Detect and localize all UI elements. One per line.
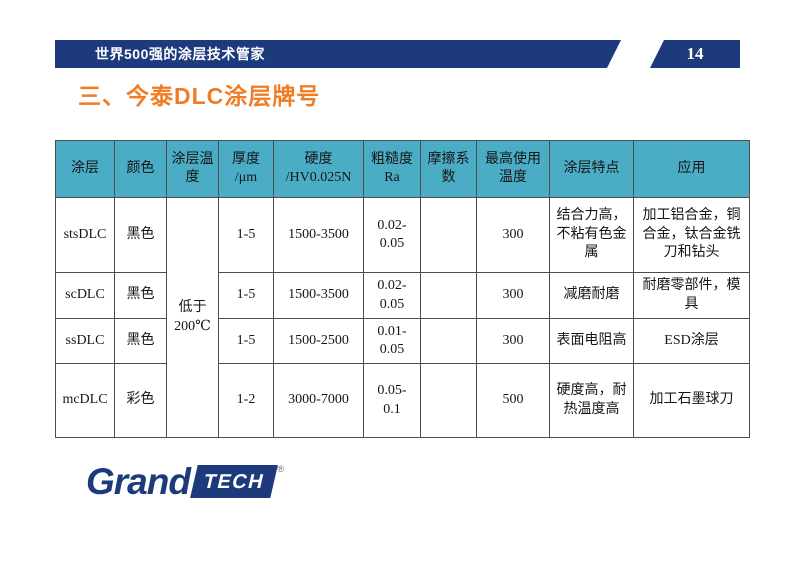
cell-roughness: 0.01- 0.05 bbox=[363, 318, 421, 364]
col-header-coating-temp: 涂层温 度 bbox=[166, 140, 219, 198]
table-row: mcDLC 彩色 1-2 3000-7000 0.05- 0.1 500 硬度高… bbox=[55, 363, 750, 438]
cell-thickness: 1-5 bbox=[218, 318, 274, 364]
cell-application: 耐磨零部件，模 具 bbox=[633, 272, 750, 319]
table-header-row: 涂层 颜色 涂层温 度 厚度 /μm 硬度 /HV0.025N 粗糙度 Ra 摩… bbox=[55, 140, 750, 198]
cell-hardness: 1500-2500 bbox=[273, 318, 364, 364]
cell-friction bbox=[420, 197, 477, 273]
col-header-friction: 摩擦系 数 bbox=[420, 140, 477, 198]
cell-features: 表面电阻高 bbox=[549, 318, 634, 364]
cell-features: 结合力高， 不粘有色金 属 bbox=[549, 197, 634, 273]
header-banner: 世界500强的涂层技术管家 bbox=[55, 40, 621, 68]
logo-tech-text: TECH bbox=[201, 471, 267, 493]
cell-application: 加工铝合金，铜 合金，钛合金铣 刀和钻头 bbox=[633, 197, 750, 273]
cell-friction bbox=[420, 318, 477, 364]
cell-thickness: 1-5 bbox=[218, 272, 274, 319]
logo-tech-box: TECH bbox=[190, 465, 279, 498]
header-banner-text: 世界500强的涂层技术管家 bbox=[95, 46, 265, 62]
coating-table: 涂层 颜色 涂层温 度 厚度 /μm 硬度 /HV0.025N 粗糙度 Ra 摩… bbox=[55, 140, 750, 438]
cell-coating-temp-merged: 低于 200℃ bbox=[166, 197, 219, 438]
col-header-features: 涂层特点 bbox=[549, 140, 634, 198]
cell-coating: stsDLC bbox=[55, 197, 115, 273]
cell-color: 黑色 bbox=[114, 272, 167, 319]
table-row: scDLC 黑色 1-5 1500-3500 0.02- 0.05 300 减磨… bbox=[55, 272, 750, 319]
registered-mark: ® bbox=[277, 464, 285, 474]
cell-coating: scDLC bbox=[55, 272, 115, 319]
cell-coating: mcDLC bbox=[55, 363, 115, 438]
cell-friction bbox=[420, 272, 477, 319]
col-header-roughness: 粗糙度 Ra bbox=[363, 140, 421, 198]
cell-features: 减磨耐磨 bbox=[549, 272, 634, 319]
slide-title: 三、今泰DLC涂层牌号 bbox=[78, 83, 321, 109]
page-number-badge: 14 bbox=[650, 40, 740, 68]
cell-application: 加工石墨球刀 bbox=[633, 363, 750, 438]
cell-hardness: 1500-3500 bbox=[273, 197, 364, 273]
cell-color: 黑色 bbox=[114, 197, 167, 273]
cell-max-temp: 300 bbox=[476, 197, 550, 273]
cell-max-temp: 500 bbox=[476, 363, 550, 438]
table-row: ssDLC 黑色 1-5 1500-2500 0.01- 0.05 300 表面… bbox=[55, 318, 750, 364]
col-header-max-temp: 最高使用 温度 bbox=[476, 140, 550, 198]
cell-hardness: 3000-7000 bbox=[273, 363, 364, 438]
cell-max-temp: 300 bbox=[476, 272, 550, 319]
cell-roughness: 0.05- 0.1 bbox=[363, 363, 421, 438]
cell-color: 黑色 bbox=[114, 318, 167, 364]
col-header-color: 颜色 bbox=[114, 140, 167, 198]
col-header-thickness: 厚度 /μm bbox=[218, 140, 274, 198]
cell-color: 彩色 bbox=[114, 363, 167, 438]
col-header-application: 应用 bbox=[633, 140, 750, 198]
logo-grand-text: Grand bbox=[86, 461, 191, 502]
grandtech-logo: Grand TECH ® bbox=[86, 463, 284, 500]
cell-application: ESD涂层 bbox=[633, 318, 750, 364]
cell-thickness: 1-5 bbox=[218, 197, 274, 273]
cell-hardness: 1500-3500 bbox=[273, 272, 364, 319]
col-header-hardness: 硬度 /HV0.025N bbox=[273, 140, 364, 198]
cell-roughness: 0.02- 0.05 bbox=[363, 272, 421, 319]
cell-features: 硬度高，耐 热温度高 bbox=[549, 363, 634, 438]
table-row: stsDLC 黑色 低于 200℃ 1-5 1500-3500 0.02- 0.… bbox=[55, 197, 750, 438]
col-header-coating: 涂层 bbox=[55, 140, 115, 198]
cell-roughness: 0.02- 0.05 bbox=[363, 197, 421, 273]
cell-coating: ssDLC bbox=[55, 318, 115, 364]
cell-max-temp: 300 bbox=[476, 318, 550, 364]
page-number: 14 bbox=[686, 44, 704, 63]
cell-friction bbox=[420, 363, 477, 438]
cell-thickness: 1-2 bbox=[218, 363, 274, 438]
